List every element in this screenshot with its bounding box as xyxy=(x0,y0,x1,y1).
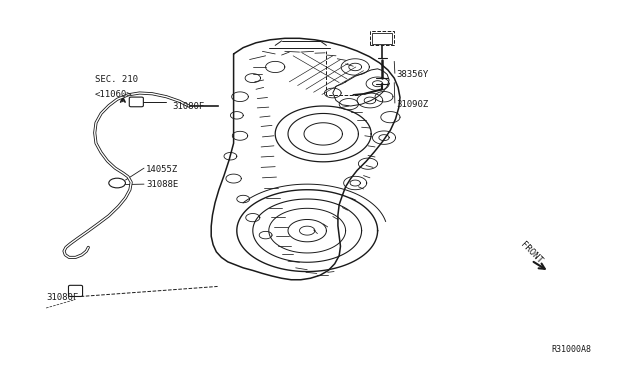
Text: 38356Y: 38356Y xyxy=(397,70,429,79)
Text: <11060>: <11060> xyxy=(95,90,132,99)
Text: 31090Z: 31090Z xyxy=(397,100,429,109)
Polygon shape xyxy=(211,38,400,280)
Text: 31080F: 31080F xyxy=(173,102,205,110)
Text: SEC. 210: SEC. 210 xyxy=(95,76,138,84)
FancyBboxPatch shape xyxy=(129,97,143,107)
Text: R31000A8: R31000A8 xyxy=(552,345,591,354)
Text: 14055Z: 14055Z xyxy=(146,165,178,174)
Text: 31080F: 31080F xyxy=(46,293,78,302)
Bar xyxy=(372,33,392,44)
Bar xyxy=(370,31,394,45)
FancyBboxPatch shape xyxy=(68,285,83,296)
Text: FRONT: FRONT xyxy=(518,240,544,266)
Text: 31088E: 31088E xyxy=(146,180,178,189)
Circle shape xyxy=(109,178,125,188)
